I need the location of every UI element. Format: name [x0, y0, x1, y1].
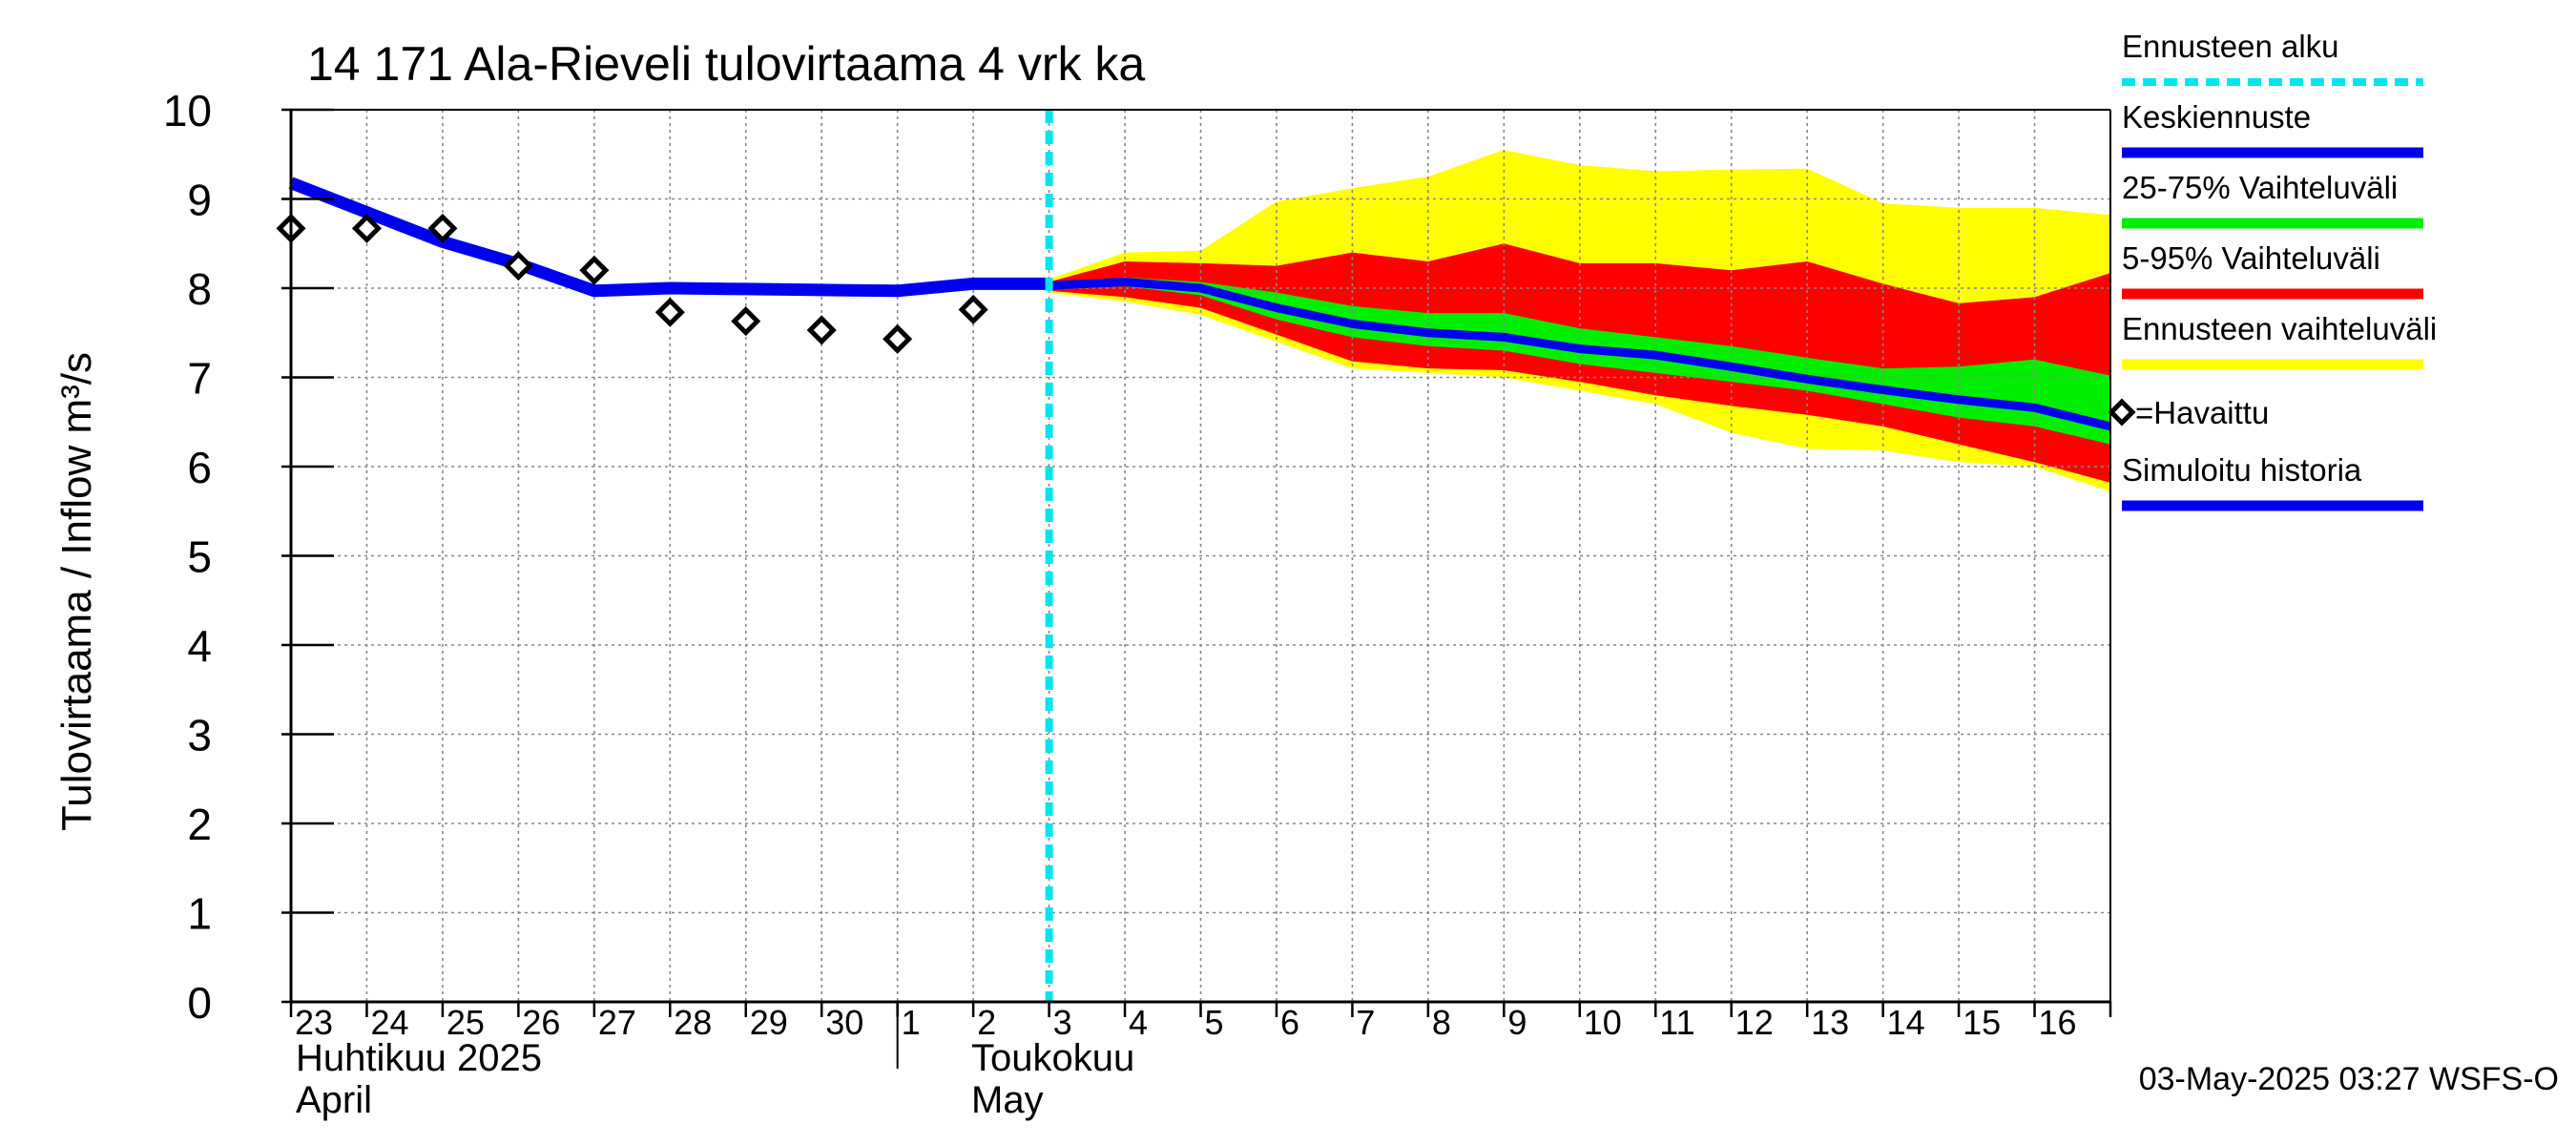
chart-title: 14 171 Ala-Rieveli tulovirtaama 4 vrk ka: [307, 37, 1145, 91]
legend-item-havaittu: =Havaittu: [2108, 395, 2269, 430]
observed-point: [654, 297, 685, 327]
observed-point: [503, 251, 533, 281]
x-tick-label: 5: [1205, 1003, 1224, 1042]
y-tick-label: 5: [187, 532, 212, 582]
x-tick-label: 6: [1280, 1003, 1299, 1042]
series-lines: [276, 110, 2112, 1002]
x-tick-label: 1: [902, 1003, 921, 1042]
axes: [281, 108, 2112, 1069]
x-tick-label: 4: [1129, 1003, 1148, 1042]
x-tick-label: 13: [1811, 1003, 1849, 1042]
x-tick-label: 2: [977, 1003, 996, 1042]
footer-timestamp: 03-May-2025 03:27 WSFS-O: [2139, 1061, 2559, 1097]
forecast-bands: [1049, 150, 2110, 492]
legend-label: =Havaittu: [2135, 395, 2269, 430]
x-tick-label: 16: [2039, 1003, 2077, 1042]
legend-swatch: [2108, 398, 2136, 427]
x-tick-label: 27: [598, 1003, 636, 1042]
x-tick-label: 7: [1356, 1003, 1375, 1042]
y-tick-label: 4: [187, 621, 212, 671]
y-tick-label: 6: [187, 443, 212, 492]
y-tick-label: 8: [187, 264, 212, 314]
legend-label: 5-95% Vaihteluväli: [2122, 240, 2380, 276]
legend-item-keskiennuste: Keskiennuste: [2122, 99, 2423, 158]
x-tick-label: 12: [1735, 1003, 1774, 1042]
x-tick-label: 15: [1963, 1003, 2001, 1042]
y-tick-label: 2: [187, 800, 212, 849]
legend-item-25-75-vaihteluv-li: 25-75% Vaihteluväli: [2122, 170, 2423, 229]
x-tick-label: 24: [370, 1003, 408, 1042]
month-label-may-en: May: [971, 1079, 1044, 1121]
line-keskiennuste: [1049, 277, 2112, 431]
month-label-may-fi: Toukokuu: [971, 1037, 1134, 1079]
legend-label: Ennusteen vaihteluväli: [2122, 311, 2437, 346]
legend-item-ennusteen-alku: Ennusteen alku: [2122, 29, 2423, 86]
x-tick-label: 23: [295, 1003, 333, 1042]
x-tick-label: 10: [1584, 1003, 1622, 1042]
legend-item-simuloitu-historia: Simuloitu historia: [2122, 452, 2423, 511]
legend-label: Keskiennuste: [2122, 99, 2311, 135]
observed-point: [427, 213, 458, 243]
y-tick-label: 0: [187, 978, 212, 1028]
y-axis-label: Tulovirtaama / Inflow m³/s: [53, 352, 100, 831]
observed-point: [579, 255, 610, 285]
month-label-april-en: April: [296, 1079, 372, 1121]
x-tick-label: 14: [1887, 1003, 1925, 1042]
observed-point: [351, 213, 382, 243]
y-tick-label: 10: [163, 86, 212, 135]
x-tick-label: 25: [447, 1003, 485, 1042]
legend-label: Ennusteen alku: [2122, 29, 2339, 64]
y-tick-label: 1: [187, 889, 212, 939]
y-tick-label: 7: [187, 354, 212, 404]
observed-point: [958, 294, 988, 324]
line-simuloitu-historia: [288, 177, 1049, 298]
observed-point: [883, 323, 913, 354]
x-tick-label: 11: [1659, 1003, 1694, 1042]
x-tick-label: 8: [1432, 1003, 1451, 1042]
legend-label: Simuloitu historia: [2122, 452, 2362, 488]
legend-item-ennusteen-vaihteluv-li: Ennusteen vaihteluväli: [2122, 311, 2437, 370]
legend: Ennusteen alku Keskiennuste 25-75% Vaihtel…: [2108, 29, 2437, 511]
x-tick-label: 26: [522, 1003, 560, 1042]
y-tick-label: 9: [187, 176, 212, 225]
legend-label: 25-75% Vaihteluväli: [2122, 170, 2398, 205]
x-tick-label: 9: [1507, 1003, 1527, 1042]
x-tick-label: 3: [1053, 1003, 1072, 1042]
x-tick-label: 29: [750, 1003, 788, 1042]
legend-item-5-95-vaihteluv-li: 5-95% Vaihteluväli: [2122, 240, 2423, 300]
y-tick-label: 3: [187, 711, 212, 760]
observed-point: [731, 306, 761, 337]
x-tick-label: 30: [825, 1003, 863, 1042]
x-tick-label: 28: [674, 1003, 712, 1042]
month-label-april-fi: Huhtikuu 2025: [296, 1037, 542, 1079]
observed-point: [806, 315, 837, 345]
